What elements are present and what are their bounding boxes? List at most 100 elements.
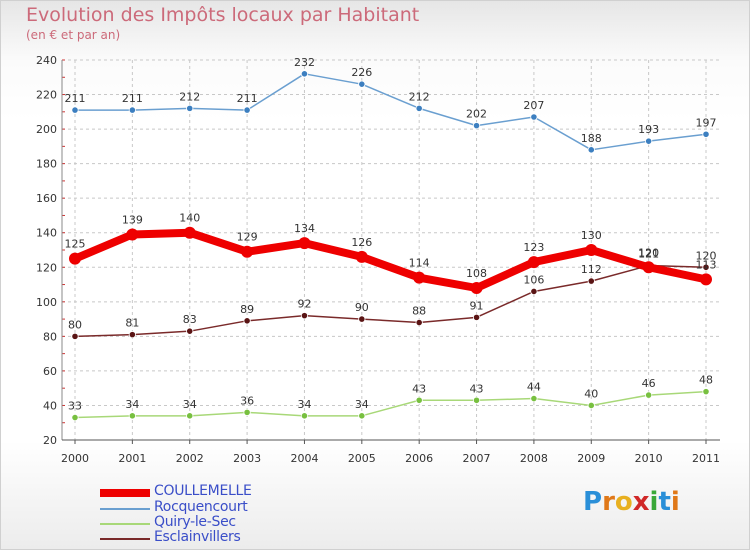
data-point-rocquencourt xyxy=(587,146,595,154)
data-point-quiry-le-sec xyxy=(587,401,595,410)
brand-logo: Proxiti xyxy=(583,487,680,517)
y-tick-label: 220 xyxy=(36,89,57,102)
y-tick-label: 20 xyxy=(43,434,57,447)
data-point-esclainvillers xyxy=(128,331,136,339)
data-label-coullemelle: 125 xyxy=(65,238,86,251)
data-label-rocquencourt: 232 xyxy=(294,56,315,69)
data-label-esclainvillers: 88 xyxy=(412,305,426,318)
brand-letter: i xyxy=(670,487,680,517)
y-tick-label: 120 xyxy=(36,261,57,274)
data-point-coullemelle xyxy=(126,228,139,241)
chart-title: Evolution des Impôts locaux par Habitant xyxy=(26,4,420,26)
data-point-rocquencourt xyxy=(128,106,136,114)
data-point-esclainvillers xyxy=(358,315,366,323)
data-label-rocquencourt: 226 xyxy=(351,66,372,79)
data-label-coullemelle: 129 xyxy=(237,231,258,244)
data-point-rocquencourt xyxy=(702,130,710,138)
data-point-rocquencourt xyxy=(472,122,481,130)
data-point-coullemelle xyxy=(585,244,598,256)
data-label-quiry-le-sec: 34 xyxy=(125,398,139,411)
data-point-quiry-le-sec xyxy=(128,412,136,420)
data-label-quiry-le-sec: 43 xyxy=(412,382,426,395)
data-label-quiry-le-sec: 34 xyxy=(355,398,369,411)
data-label-coullemelle: 140 xyxy=(179,212,200,225)
data-point-quiry-le-sec xyxy=(243,408,251,416)
series-line-esclainvillers xyxy=(74,264,707,338)
data-label-esclainvillers: 112 xyxy=(581,263,602,276)
data-label-rocquencourt: 193 xyxy=(638,123,659,136)
data-label-esclainvillers: 81 xyxy=(125,317,139,330)
series-line-rocquencourt xyxy=(74,73,707,151)
x-tick-label: 2000 xyxy=(61,452,89,465)
data-label-esclainvillers: 120 xyxy=(696,249,717,262)
data-point-rocquencourt xyxy=(300,70,309,78)
y-tick-label: 100 xyxy=(36,296,57,309)
data-point-esclainvillers xyxy=(243,317,251,325)
x-tick-label: 2010 xyxy=(635,452,663,465)
series-line-quiry-le-sec xyxy=(74,390,707,419)
data-point-coullemelle xyxy=(413,271,426,284)
data-label-rocquencourt: 202 xyxy=(466,108,487,121)
data-label-quiry-le-sec: 36 xyxy=(240,394,254,407)
data-point-quiry-le-sec xyxy=(186,412,194,420)
data-label-quiry-le-sec: 34 xyxy=(297,398,311,411)
y-tick-label: 180 xyxy=(36,158,57,171)
data-label-rocquencourt: 212 xyxy=(179,90,200,103)
data-point-coullemelle xyxy=(183,226,196,239)
data-point-quiry-le-sec xyxy=(645,391,653,399)
data-point-rocquencourt xyxy=(645,137,653,145)
data-label-esclainvillers: 121 xyxy=(638,248,659,261)
y-tick-label: 160 xyxy=(36,192,57,205)
data-point-rocquencourt xyxy=(530,113,538,121)
data-point-esclainvillers xyxy=(587,277,595,285)
data-point-quiry-le-sec xyxy=(71,413,79,422)
x-tick-label: 2001 xyxy=(118,452,146,465)
data-point-rocquencourt xyxy=(186,104,194,112)
data-point-coullemelle xyxy=(700,273,712,286)
brand-letter: o xyxy=(614,487,633,517)
data-label-rocquencourt: 211 xyxy=(65,92,86,105)
series-line-coullemelle xyxy=(71,228,710,292)
data-point-coullemelle xyxy=(470,282,483,294)
x-tick-label: 2005 xyxy=(348,452,376,465)
data-point-esclainvillers xyxy=(300,312,309,320)
x-tick-label: 2002 xyxy=(176,452,204,465)
data-label-rocquencourt: 211 xyxy=(237,92,258,105)
data-point-coullemelle xyxy=(642,261,655,274)
data-label-esclainvillers: 83 xyxy=(183,313,197,326)
data-label-rocquencourt: 197 xyxy=(696,116,717,129)
legend-label-coullemelle: COULLEMELLE xyxy=(154,483,252,499)
data-label-esclainvillers: 89 xyxy=(240,303,254,316)
data-point-esclainvillers xyxy=(472,313,481,321)
y-tick-label: 80 xyxy=(43,330,57,343)
legend-label-esclainvillers: Esclainvillers xyxy=(154,529,241,545)
x-tick-label: 2011 xyxy=(692,452,720,465)
data-point-rocquencourt xyxy=(243,106,251,114)
data-label-esclainvillers: 106 xyxy=(523,273,544,286)
data-label-quiry-le-sec: 34 xyxy=(183,398,197,411)
y-tick-label: 60 xyxy=(43,365,57,378)
data-label-coullemelle: 126 xyxy=(351,236,372,249)
data-point-quiry-le-sec xyxy=(415,396,423,404)
data-point-coullemelle xyxy=(527,256,540,269)
data-label-rocquencourt: 211 xyxy=(122,92,143,105)
data-label-coullemelle: 134 xyxy=(294,222,315,235)
data-point-quiry-le-sec xyxy=(472,396,481,404)
data-label-coullemelle: 123 xyxy=(523,241,544,254)
data-label-quiry-le-sec: 43 xyxy=(470,382,484,395)
data-label-esclainvillers: 91 xyxy=(470,299,484,312)
data-point-rocquencourt xyxy=(358,80,366,88)
data-point-quiry-le-sec xyxy=(530,394,538,403)
brand-letter: P xyxy=(583,487,603,517)
data-label-coullemelle: 130 xyxy=(581,229,602,242)
x-tick-label: 2006 xyxy=(405,452,433,465)
x-tick-label: 2003 xyxy=(233,452,261,465)
legend-swatch-rocquencourt xyxy=(100,508,150,510)
data-point-coullemelle xyxy=(355,250,368,263)
legend-swatch-quiry-le-sec xyxy=(100,523,150,525)
legend-label-quiry-le-sec: Quiry-le-Sec xyxy=(154,514,236,530)
data-label-esclainvillers: 92 xyxy=(297,298,311,311)
data-point-coullemelle xyxy=(69,252,81,265)
